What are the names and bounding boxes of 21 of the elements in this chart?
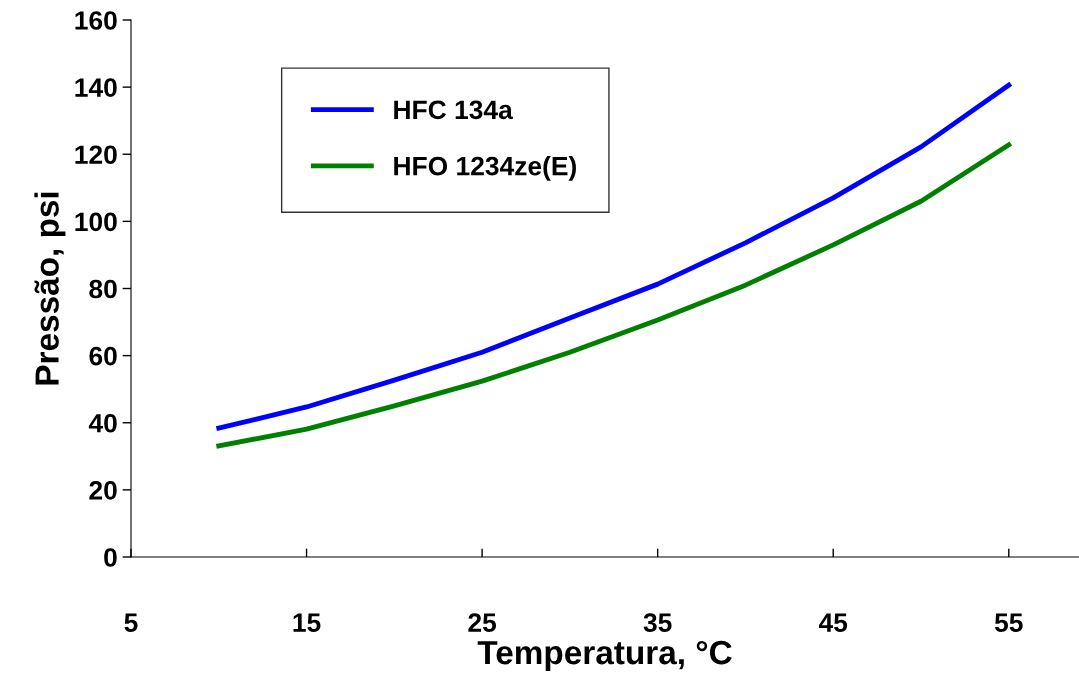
legend-label: HFC 134a: [394, 100, 513, 120]
legend-label: HFO 1234ze(E): [394, 156, 576, 181]
x-tick-label: 35: [643, 613, 672, 632]
x-tick-label: 25: [468, 613, 497, 632]
y-tick-label: 40: [88, 413, 117, 433]
y-axis-title: Pressão, psi: [34, 192, 66, 385]
line-series: [216, 82, 1012, 431]
x-tick-label: 45: [818, 613, 848, 632]
x-tick-label: 55: [994, 613, 1023, 632]
x-tick-label: 5: [124, 613, 138, 632]
y-tick-label: 60: [89, 346, 117, 366]
y-tick-label: 80: [89, 279, 117, 299]
y-tick-label: 140: [75, 78, 117, 97]
y-tick-label: 20: [89, 481, 117, 500]
y-tick-label: 120: [75, 145, 117, 165]
line-series: [216, 142, 1012, 449]
y-tick-label: 100: [75, 212, 117, 232]
y-tick-label: 0: [104, 548, 117, 567]
x-axis-title: Temperatura, °C: [477, 640, 732, 672]
x-tick-label: 15: [293, 613, 321, 632]
y-tick-label: 160: [75, 11, 117, 30]
